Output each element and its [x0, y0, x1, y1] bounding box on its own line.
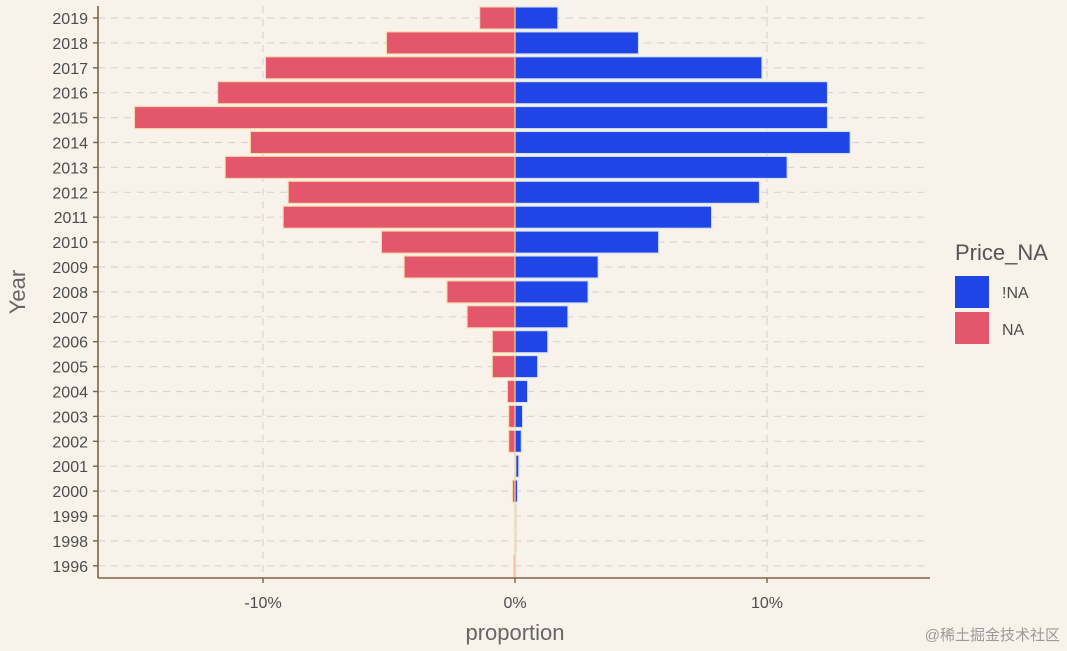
- y-tick-label-2010: 2010: [52, 235, 88, 252]
- bars-layer: [133, 6, 851, 578]
- legend-title: Price_NA: [955, 240, 1048, 265]
- bar-na-2006: [491, 330, 516, 354]
- bar-na-2002: [508, 429, 516, 453]
- axes-layer: 1996 1998 1999 2000 2001 2002 2003 2004 2005 2006…: [52, 6, 930, 612]
- y-tick-label-2006: 2006: [52, 335, 88, 352]
- y-tick-label-2000: 2000: [52, 484, 88, 501]
- y-axis-title: Year: [5, 270, 30, 314]
- bar-na-2019: [479, 6, 516, 30]
- y-tick-label-2011: 2011: [54, 210, 89, 227]
- y-tick-label-2002: 2002: [52, 434, 88, 451]
- bar-na-1996: [513, 554, 516, 578]
- bar-na-2005: [491, 355, 516, 379]
- bar-na-2011: [282, 205, 516, 229]
- y-tick-label-2013: 2013: [52, 160, 88, 177]
- bar-na-2003: [508, 404, 516, 428]
- y-tick-label-2007: 2007: [52, 310, 88, 327]
- y-tick-label-1996: 1996: [52, 559, 88, 576]
- bar-not-na-2014: [514, 130, 851, 155]
- bar-na-2001: [514, 454, 517, 478]
- bar-na-2012: [287, 180, 516, 204]
- bar-na-1999: [514, 504, 517, 528]
- bar-not-na-2003: [514, 404, 524, 428]
- x-axis-title: proportion: [465, 620, 564, 645]
- watermark: @稀土掘金技术社区: [925, 627, 1060, 644]
- bar-na-2014: [249, 130, 516, 155]
- legend-swatch-na: [955, 312, 989, 344]
- y-tick-label-2005: 2005: [52, 360, 88, 377]
- bar-not-na-2018: [514, 31, 640, 55]
- bar-not-na-2009: [514, 255, 599, 279]
- y-tick-label-2017: 2017: [52, 61, 88, 78]
- y-tick-label-2015: 2015: [52, 111, 88, 128]
- bar-na-1998: [514, 529, 517, 553]
- y-tick-label-2004: 2004: [52, 385, 88, 402]
- y-tick-label-1999: 1999: [52, 509, 88, 526]
- bar-na-2017: [264, 56, 516, 80]
- bar-not-na-2017: [514, 56, 763, 80]
- y-tick-label-2012: 2012: [52, 185, 88, 202]
- y-tick-label-2018: 2018: [52, 36, 88, 53]
- legend-swatch-not-na: [955, 276, 989, 308]
- legend-label-na: NA: [1002, 322, 1025, 339]
- bar-not-na-2015: [514, 106, 829, 130]
- y-tick-label-1998: 1998: [52, 534, 88, 551]
- y-tick-label-2009: 2009: [52, 260, 88, 277]
- y-tick-label-2008: 2008: [52, 285, 88, 302]
- bar-na-2018: [385, 31, 516, 55]
- bar-not-na-2007: [514, 305, 569, 329]
- y-tick-label-2019: 2019: [52, 11, 88, 28]
- bar-not-na-2019: [514, 6, 559, 30]
- legend: Price_NA !NA NA: [955, 240, 1048, 344]
- bar-not-na-2012: [514, 180, 760, 204]
- bar-na-2010: [380, 230, 516, 254]
- y-tick-label-2001: 2001: [52, 459, 88, 476]
- bar-na-2013: [224, 155, 516, 179]
- bar-not-na-2008: [514, 280, 589, 304]
- x-tick-label-10: 10%: [751, 595, 783, 612]
- bar-na-2004: [506, 379, 516, 404]
- bar-na-2009: [403, 255, 516, 279]
- legend-label-not-na: !NA: [1002, 285, 1029, 302]
- y-tick-label-2003: 2003: [52, 409, 88, 426]
- bar-not-na-2010: [514, 230, 660, 254]
- x-tick-label--10: -10%: [244, 595, 281, 612]
- bar-na-2008: [446, 280, 516, 304]
- bar-not-na-2011: [514, 205, 713, 229]
- bar-na-2000: [511, 479, 516, 503]
- bar-not-na-2004: [514, 379, 529, 404]
- bar-not-na-2016: [514, 81, 829, 105]
- y-tick-label-2014: 2014: [52, 136, 88, 153]
- bar-not-na-2006: [514, 330, 549, 354]
- bar-na-2015: [133, 106, 516, 130]
- x-tick-label-0: 0%: [503, 595, 526, 612]
- bar-na-2016: [217, 81, 516, 105]
- bar-not-na-2005: [514, 355, 539, 379]
- bar-not-na-2002: [514, 429, 522, 453]
- y-tick-label-2016: 2016: [52, 86, 88, 103]
- bar-na-2007: [466, 305, 516, 329]
- bar-not-na-2013: [514, 155, 788, 179]
